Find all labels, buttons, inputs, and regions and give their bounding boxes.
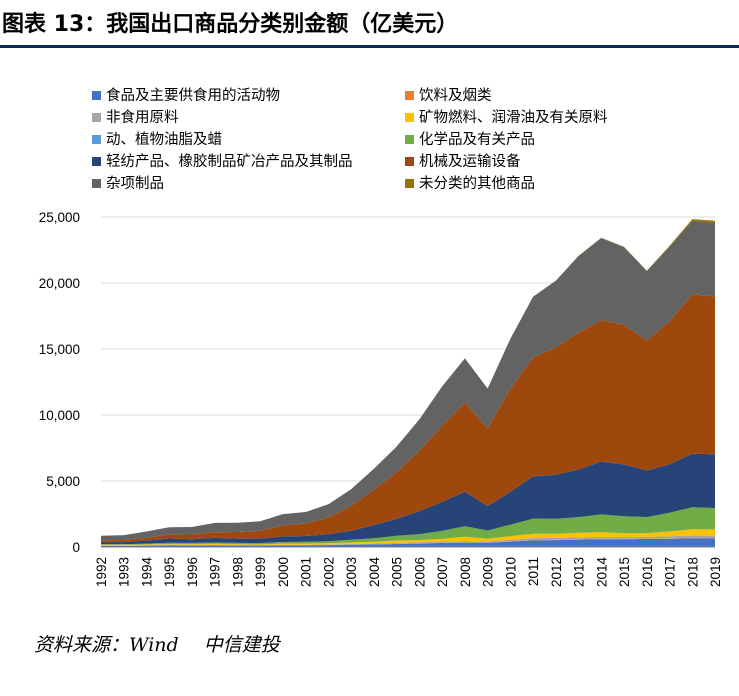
y-tick-label: 15,000 [39, 342, 80, 357]
x-tick-label: 2017 [663, 557, 678, 587]
legend-label: 食品及主要供食用的活动物 [106, 87, 280, 104]
legend-swatch [405, 135, 414, 144]
legend-swatch [92, 179, 101, 188]
x-tick-label: 1992 [94, 557, 109, 587]
x-tick-label: 2003 [344, 557, 359, 587]
x-tick-label: 1999 [253, 557, 268, 587]
x-tick-label: 2005 [390, 557, 405, 587]
x-tick-label: 2016 [640, 557, 655, 587]
x-tick-label: 2018 [685, 557, 700, 587]
x-tick-label: 2012 [549, 557, 564, 587]
x-tick-label: 2004 [367, 557, 382, 588]
y-tick-label: 5,000 [46, 474, 80, 489]
legend-swatch [92, 135, 101, 144]
legend-label: 矿物燃料、润滑油及有关原料 [419, 108, 608, 126]
y-tick-label: 25,000 [39, 210, 80, 225]
legend-label: 机械及运输设备 [419, 153, 521, 170]
area-series [101, 453, 715, 545]
x-tick-label: 2010 [503, 557, 518, 587]
y-tick-label: 20,000 [39, 276, 80, 291]
y-tick-label: 0 [72, 540, 80, 555]
x-tick-label: 1998 [230, 557, 245, 587]
legend-swatch [92, 157, 101, 166]
area-series [101, 535, 715, 546]
legend-label: 杂项制品 [106, 175, 164, 192]
x-tick-label: 2006 [412, 557, 427, 587]
area-series [101, 529, 715, 546]
figure-title: 图表 13：我国出口商品分类别金额（亿美元） [2, 12, 459, 37]
legend-label: 轻纺产品、橡胶制品矿冶产品及其制品 [106, 153, 353, 170]
area-series [101, 537, 715, 546]
legend-swatch [92, 91, 101, 100]
x-tick-label: 1994 [139, 557, 154, 588]
source-note: 资料来源：Wind 中信建投 [34, 634, 280, 656]
legend-label: 未分类的其他商品 [419, 175, 535, 192]
x-tick-label: 1997 [208, 557, 223, 587]
x-tick-label: 2011 [526, 557, 541, 586]
area-series [101, 538, 715, 547]
legend-swatch [405, 91, 414, 100]
x-tick-label: 2014 [594, 557, 609, 588]
legend-swatch [405, 157, 414, 166]
x-tick-label: 2013 [572, 557, 587, 587]
x-tick-label: 1995 [162, 557, 177, 587]
x-tick-label: 2002 [321, 557, 336, 587]
x-axis-ticks: 1992 1993 1994 1995 1996 1997 1998 1999 2000 2001… [94, 557, 723, 588]
y-tick-label: 10,000 [39, 408, 80, 423]
legend-label: 动、植物油脂及蜡 [106, 131, 222, 148]
x-tick-label: 2019 [708, 557, 723, 587]
x-tick-label: 2008 [458, 557, 473, 587]
area-series [101, 507, 715, 545]
area-series [101, 294, 715, 543]
chart-areas [101, 219, 715, 547]
x-tick-label: 2007 [435, 557, 450, 587]
x-tick-label: 2001 [299, 557, 314, 587]
legend-swatch [405, 179, 414, 188]
y-axis-ticks: 0 5,000 10,000 15,000 20,000 25,000 [39, 210, 80, 555]
area-series [101, 220, 715, 541]
legend-label: 饮料及烟类 [419, 87, 492, 104]
legend-label: 非食用原料 [106, 109, 179, 126]
x-tick-label: 2000 [276, 557, 291, 587]
x-tick-label: 1996 [185, 557, 200, 587]
legend-swatch [405, 113, 414, 122]
title-divider [0, 45, 739, 48]
legend-swatch [92, 113, 101, 122]
x-tick-label: 1993 [117, 557, 132, 587]
legend-label: 化学品及有关产品 [419, 131, 535, 148]
x-tick-label: 2009 [481, 557, 496, 587]
x-tick-label: 2015 [617, 557, 632, 587]
